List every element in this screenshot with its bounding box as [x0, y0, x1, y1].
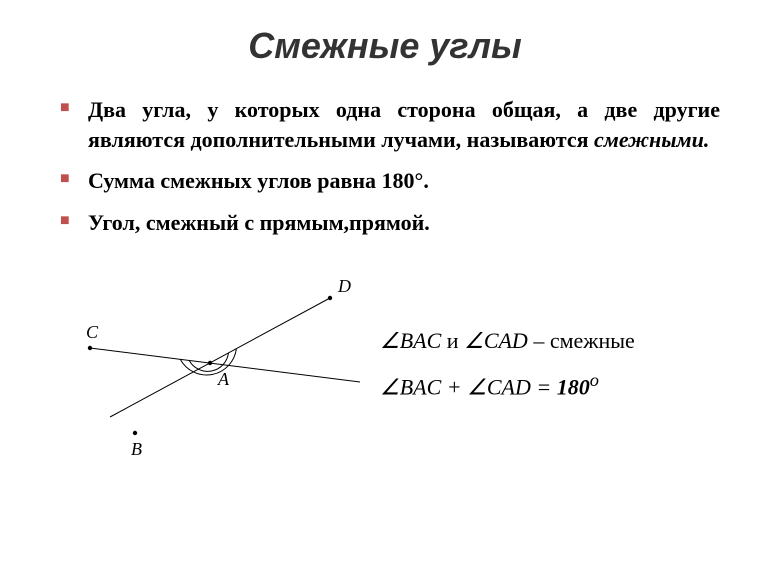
svg-text:A: A — [217, 369, 230, 389]
bullet-item: Два угла, у которых одна сторона общая, … — [60, 95, 720, 154]
bullet-list: Два угла, у которых одна сторона общая, … — [50, 95, 720, 238]
svg-text:B: B — [131, 439, 142, 458]
slide: Смежные углы Два угла, у которых одна ст… — [0, 0, 770, 577]
formula-adjacent: ∠BAC и ∠CAD – смежные — [380, 328, 720, 354]
lower-area: A C D B ∠BAC и ∠CAD – смежные ∠BAC + ∠CAD =… — [50, 258, 720, 458]
svg-text:C: C — [86, 322, 99, 342]
bullet-item: Сумма смежных углов равна 180°. — [60, 166, 720, 196]
bullet-item: Угол, смежный с прямым,прямой. — [60, 208, 720, 238]
slide-title: Смежные углы — [50, 25, 720, 67]
angle-diagram: A C D B — [50, 258, 370, 458]
formula-block: ∠BAC и ∠CAD – смежные ∠BAC + ∠CAD = 180o — [370, 258, 720, 458]
svg-text:D: D — [337, 276, 351, 296]
formula-sum: ∠BAC + ∠CAD = 180o — [380, 370, 720, 400]
